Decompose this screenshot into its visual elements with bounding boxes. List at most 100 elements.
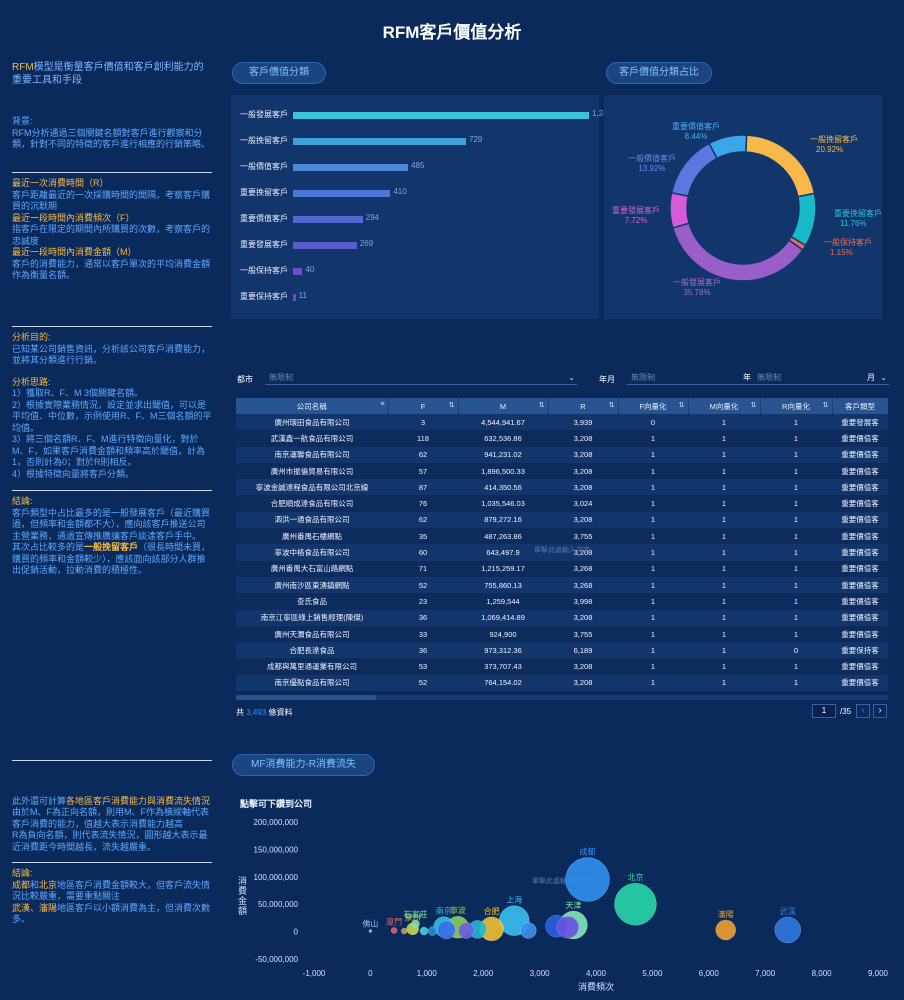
- table-row[interactable]: 合肥順成達食品有限公司 76 1,035,546.03 3,024 1 1 1 重要價值客: [236, 495, 888, 512]
- bar-row[interactable]: 重要挽留客戶 410: [231, 187, 601, 199]
- filter-icon[interactable]: ≡: [380, 401, 385, 408]
- table-row[interactable]: 廣州番禺石樓網點 35 487,263.86 3,755 1 1 1 重要價值客: [236, 528, 888, 545]
- donut-slice[interactable]: [669, 191, 691, 229]
- table-header-cell[interactable]: R向量化 ⇅: [760, 398, 833, 414]
- bar[interactable]: [293, 138, 467, 145]
- table-cell: 36: [388, 609, 458, 626]
- table-scrollbar-thumb[interactable]: [236, 695, 376, 700]
- donut-slice[interactable]: [671, 222, 804, 282]
- table-row[interactable]: 南京優點食品有限公司 52 764,154.02 3,208 1 1 1 重要價值客: [236, 674, 888, 692]
- sort-icon[interactable]: ⇅: [822, 402, 829, 409]
- bar-row[interactable]: 一般價值客戶 485: [231, 161, 601, 173]
- table-header-cell[interactable]: M向量化 ⇅: [688, 398, 761, 414]
- bubble[interactable]: [433, 916, 454, 937]
- bubble[interactable]: [411, 919, 420, 929]
- table-header-cell[interactable]: M ⇅: [458, 398, 549, 414]
- table-cell: 1: [688, 462, 760, 480]
- bubble[interactable]: [458, 922, 475, 939]
- chevron-down-icon: ⌄: [880, 373, 887, 382]
- bar-row[interactable]: 一般挽留客戶 729: [231, 135, 601, 147]
- bar[interactable]: [293, 268, 303, 275]
- bar-row[interactable]: 重要保持客戶 11: [231, 291, 601, 303]
- table-scrollbar[interactable]: [236, 695, 888, 700]
- conclusion-text-2-suffix: （很長時間未買，購買的頻率和金額較少），應該面向該部分人群推出促銷活動，拉動消費…: [12, 542, 211, 575]
- table-row[interactable]: 合肥長達食品 36 973,312.36 6,189 1 1 0 重要保持客: [236, 642, 888, 659]
- table-row[interactable]: 查氏食品 23 1,259,544 3,998 1 1 1 重要價值客: [236, 593, 888, 610]
- table-cell: 3,208: [548, 479, 618, 496]
- table-header-cell[interactable]: F ⇅: [388, 398, 459, 414]
- month-filter-select[interactable]: 無限制 月 ⌄: [753, 371, 889, 385]
- sort-icon[interactable]: ⇅: [608, 402, 615, 409]
- donut-slice[interactable]: [708, 134, 748, 160]
- bubble-label: 武漢: [780, 906, 796, 916]
- bubble[interactable]: [559, 910, 588, 940]
- bar[interactable]: [293, 242, 357, 249]
- bubble[interactable]: [479, 916, 504, 942]
- bar-row[interactable]: 一般保持客戶 40: [231, 265, 601, 277]
- table-row[interactable]: 成都與萬里通運業有限公司 53 373,707.43 3,208 1 1 1 重要價值客: [236, 658, 888, 675]
- donut-label: 一般發展客戶: [673, 277, 721, 287]
- donut-slice[interactable]: [790, 192, 817, 247]
- sort-icon[interactable]: ⇅: [448, 402, 455, 409]
- bar-row[interactable]: 一般發展客戶 1,247: [231, 109, 612, 121]
- table-row[interactable]: 廣州環田食品有限公司 3 4,544,941.67 3,939 0 1 1 重要發展客: [236, 414, 888, 431]
- bubble[interactable]: [715, 919, 736, 941]
- table-header-cell[interactable]: 客戶類型: [832, 398, 888, 414]
- table-row[interactable]: 廣州番禺大石富山路網點 71 1,215,259.17 3,268 1 1 1 重要價值客: [236, 560, 888, 577]
- year-filter-select[interactable]: 無限制 年: [627, 371, 753, 385]
- table-row[interactable]: 廣州市振倫貿易有限公司 57 1,896,500.33 3,208 1 1 1 重要價值客: [236, 462, 888, 480]
- bubble[interactable]: [427, 926, 438, 936]
- table-cell: 1: [688, 674, 760, 692]
- chevron-down-icon: ⌄: [568, 373, 575, 382]
- table-row[interactable]: 寧波金誠達程食品有限公司北京線 87 414,350.56 3,208 1 1 1 重要價值客: [236, 479, 888, 496]
- table-row[interactable]: 南京江寧區綠上銷售經理(陳傑) 36 1,069,414.89 3,208 1 1 1 重要價…: [236, 609, 888, 626]
- bar[interactable]: [293, 190, 391, 197]
- sort-icon[interactable]: ⇅: [750, 402, 757, 409]
- table-cell: 36: [388, 642, 458, 659]
- table-row[interactable]: 南京運聯食品有限公司 62 941,231.02 3,208 1 1 1 重要價值客: [236, 446, 888, 463]
- table-header-cell[interactable]: 公司名稱 ≡: [236, 398, 389, 414]
- bar-row[interactable]: 重要價值客戶 294: [231, 213, 601, 225]
- bubble[interactable]: [368, 929, 373, 933]
- table-row[interactable]: 廣州天灝食品有限公司 33 924,900 3,755 1 1 1 重要價值客: [236, 625, 888, 643]
- bubble[interactable]: [774, 916, 802, 944]
- bubble[interactable]: [545, 914, 568, 938]
- table-cell: 1: [618, 674, 688, 692]
- table-header-cell[interactable]: R ⇅: [548, 398, 619, 414]
- donut-slice[interactable]: [670, 142, 719, 198]
- bar-row[interactable]: 重要發展客戶 269: [231, 239, 601, 251]
- bubble[interactable]: [556, 915, 580, 939]
- bubble[interactable]: [390, 927, 398, 934]
- bar[interactable]: [293, 112, 589, 119]
- table-cell: 1: [618, 495, 688, 512]
- table-row[interactable]: 廣州南沙區東湧鎮網點 52 755,860.13 3,268 1 1 1 重要價值客: [236, 576, 888, 594]
- prev-page-button[interactable]: ‹: [856, 704, 870, 718]
- bar[interactable]: [293, 216, 363, 223]
- bubble-conclusion-mid: 和: [30, 879, 40, 890]
- table-cell: 3,208: [548, 446, 618, 463]
- bubble[interactable]: [419, 926, 429, 936]
- table-row[interactable]: 寧波中格食品有限公司 60 643,497.9 3,208 1 1 1 重要價值客: [236, 544, 888, 561]
- table-row[interactable]: 武漢鑫一航食品有限公司 118 632,536.86 3,208 1 1 1 重要價值客: [236, 430, 888, 447]
- bubble[interactable]: [400, 927, 408, 935]
- x-tick-label: 1,000: [417, 969, 438, 978]
- sort-icon[interactable]: ⇅: [538, 402, 545, 409]
- sort-icon[interactable]: ⇅: [678, 402, 685, 409]
- bubble[interactable]: [498, 905, 530, 936]
- donut-slice[interactable]: [745, 134, 816, 198]
- bar[interactable]: [293, 294, 296, 301]
- city-filter-select[interactable]: 無限制 ⌄: [265, 371, 577, 385]
- table-cell: 0: [760, 642, 832, 659]
- bubble[interactable]: [437, 920, 456, 940]
- bubble[interactable]: [446, 915, 470, 939]
- bubble[interactable]: [468, 920, 487, 939]
- bubble[interactable]: [406, 922, 419, 936]
- table-row[interactable]: 泗洪一通食品有限公司 62 879,272.16 3,208 1 1 1 重要價值客: [236, 511, 888, 529]
- bar[interactable]: [293, 164, 409, 171]
- table-cell: 1: [618, 609, 688, 626]
- next-page-button[interactable]: ›: [873, 704, 887, 718]
- page-number-input[interactable]: 1: [812, 704, 836, 718]
- table-header-cell[interactable]: F向量化 ⇅: [618, 398, 689, 414]
- bubble[interactable]: [520, 922, 537, 939]
- bubble[interactable]: [614, 882, 657, 926]
